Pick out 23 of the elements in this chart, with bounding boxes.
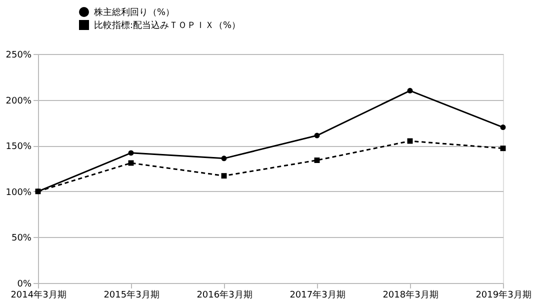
point (407, 138, 413, 144)
x-tick-label: 2019年3月期 (476, 290, 532, 300)
y-tick-label: 0% (17, 280, 32, 290)
y-tick-label: 200% (6, 96, 32, 106)
point (314, 132, 320, 138)
legend-label: 比較指標:配当込みＴＯＰＩＸ（%） (94, 20, 241, 31)
x-tick-label: 2014年3月期 (10, 290, 66, 300)
point (407, 88, 413, 94)
x-tick-label: 2016年3月期 (196, 290, 252, 300)
point (500, 124, 506, 130)
y-tick-label: 150% (6, 142, 32, 152)
point (314, 158, 320, 163)
legend-label: 株主総利回り（%） (93, 7, 175, 18)
y-tick-label: 100% (6, 188, 32, 198)
y-tick-label: 250% (6, 50, 32, 60)
point (128, 150, 134, 156)
point (221, 156, 227, 162)
x-tick-label: 2017年3月期 (290, 290, 346, 300)
x-tick-label: 2015年3月期 (104, 290, 160, 300)
point (221, 173, 227, 179)
x-tick-label: 2018年3月期 (382, 290, 438, 300)
y-tick-label: 50% (11, 234, 32, 244)
point (500, 146, 506, 152)
